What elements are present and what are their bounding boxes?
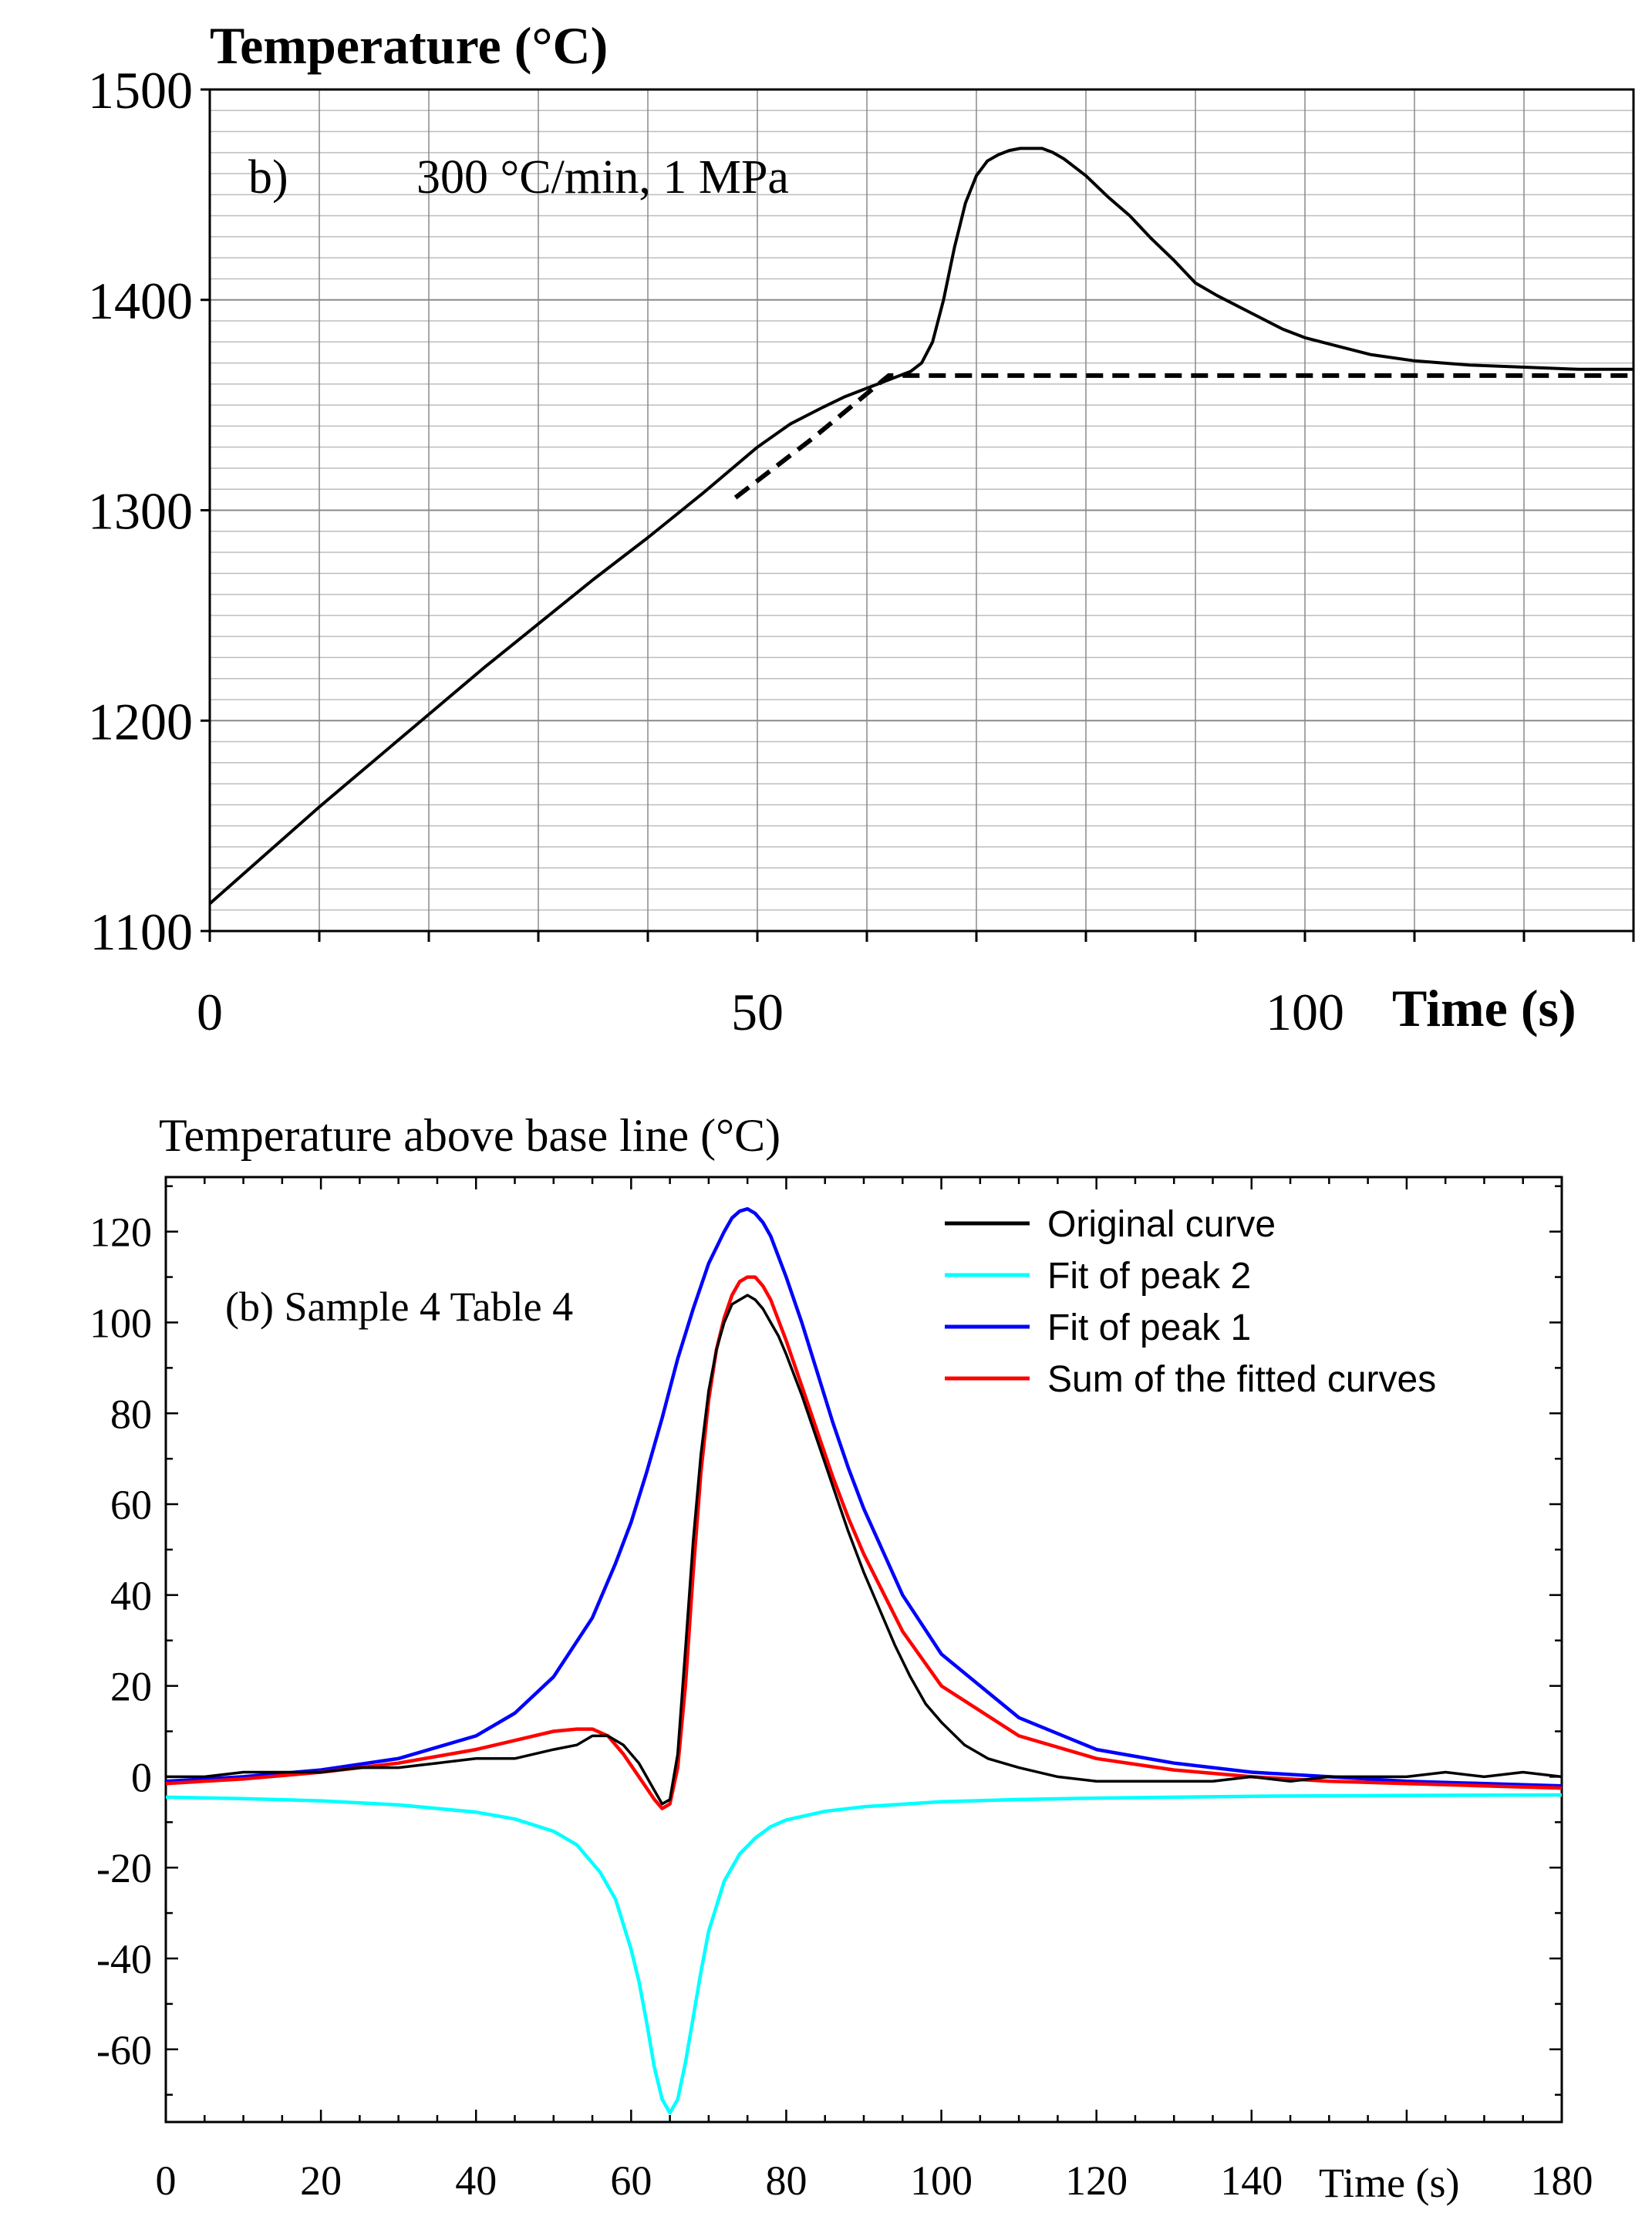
bottom-x-tick-label: 20 bbox=[300, 2157, 342, 2204]
legend-label-1: Fit of peak 2 bbox=[1047, 1256, 1251, 1297]
top-annotation: 300 °C/min, 1 MPa bbox=[416, 151, 789, 204]
bottom-axis-ticks: 120 100 80 60 40 20 0 -20 -40 -60 0 20 40 60 80 100 120 1… bbox=[89, 1177, 1593, 2204]
top-chart-title: Temperature (°C) bbox=[210, 16, 608, 75]
top-y-tick-label: 1400 bbox=[88, 272, 193, 330]
top-baseline-dashed-line bbox=[733, 373, 1633, 500]
bottom-series-group bbox=[166, 1206, 1562, 2115]
bottom-x-tick-label: 40 bbox=[455, 2157, 497, 2204]
bottom-y-tick-label: -60 bbox=[96, 2027, 152, 2073]
top-x-axis-label: Time (s) bbox=[1392, 979, 1576, 1037]
bottom-x-tick-label: 0 bbox=[156, 2157, 177, 2204]
bottom-y-tick-label: -40 bbox=[96, 1936, 152, 1982]
bottom-x-tick-label: 60 bbox=[610, 2157, 652, 2204]
bottom-y-tick-label: 80 bbox=[110, 1391, 152, 1437]
top-x-tick-label: 50 bbox=[731, 983, 784, 1041]
top-x-tick-label: 0 bbox=[197, 983, 223, 1041]
bottom-x-axis-label: Time (s) bbox=[1319, 2160, 1460, 2206]
bottom-x-tick-label: 140 bbox=[1220, 2157, 1283, 2204]
top-series-group bbox=[208, 147, 1633, 905]
top-panel-label: b) bbox=[248, 151, 288, 204]
bottom-x-tick-label: 180 bbox=[1531, 2157, 1593, 2204]
bottom-fit-peak-1-line bbox=[166, 1206, 1562, 1788]
legend-label-3: Sum of the fitted curves bbox=[1047, 1359, 1436, 1400]
top-x-tick-label: 100 bbox=[1266, 983, 1344, 1041]
bottom-sum-fitted-line bbox=[166, 1275, 1562, 1810]
bottom-y-tick-label: 40 bbox=[110, 1573, 152, 1619]
bottom-chart-title: Temperature above base line (°C) bbox=[159, 1110, 780, 1161]
bottom-original-curve-line bbox=[166, 1294, 1562, 1806]
bottom-chart: Temperature above base line (°C) 120 100 8… bbox=[89, 1110, 1593, 2206]
bottom-y-tick-label: -20 bbox=[96, 1845, 152, 1891]
top-y-tick-label: 1500 bbox=[88, 61, 193, 120]
bottom-y-tick-label: 100 bbox=[89, 1300, 152, 1346]
bottom-y-tick-label: 120 bbox=[89, 1209, 152, 1256]
bottom-legend: Original curve Fit of peak 2 Fit of peak 1… bbox=[945, 1204, 1436, 1400]
bottom-x-tick-label: 100 bbox=[910, 2157, 973, 2204]
bottom-x-tick-label: 80 bbox=[765, 2157, 807, 2204]
bottom-y-tick-label: 20 bbox=[110, 1664, 152, 1710]
top-y-tick-label: 1100 bbox=[90, 902, 193, 961]
top-gridlines bbox=[210, 89, 1633, 931]
bottom-x-tick-label: 120 bbox=[1065, 2157, 1128, 2204]
bottom-y-tick-label: 60 bbox=[110, 1482, 152, 1528]
legend-label-0: Original curve bbox=[1047, 1204, 1276, 1245]
top-y-tick-label: 1300 bbox=[88, 482, 193, 541]
bottom-y-tick-label: 0 bbox=[131, 1754, 152, 1800]
bottom-annotation: (b) Sample 4 Table 4 bbox=[225, 1284, 573, 1330]
legend-label-2: Fit of peak 1 bbox=[1047, 1307, 1251, 1348]
top-temperature-line bbox=[208, 147, 1633, 905]
top-y-tick-label: 1200 bbox=[88, 692, 193, 751]
bottom-fit-peak-2-line bbox=[166, 1793, 1562, 2115]
